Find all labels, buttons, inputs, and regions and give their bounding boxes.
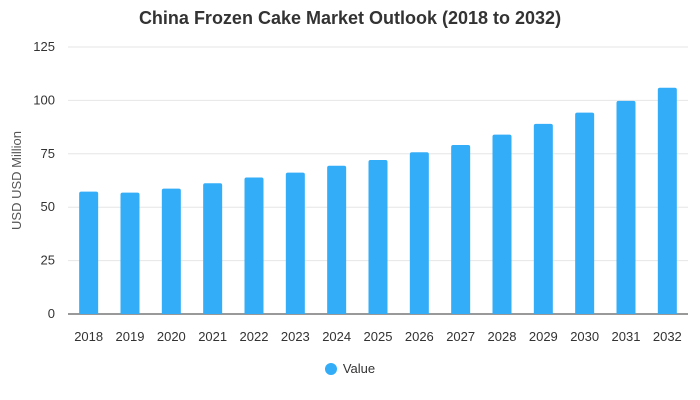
y-tick-label: 0 — [48, 306, 55, 321]
x-tick-label: 2026 — [405, 329, 434, 344]
bar-2031 — [616, 100, 636, 314]
legend: Value — [0, 361, 700, 376]
y-tick-label: 50 — [41, 199, 55, 214]
bar-2030 — [575, 112, 595, 315]
bar-2019 — [120, 192, 140, 314]
bar-2032 — [657, 87, 677, 314]
x-tick-label: 2031 — [612, 329, 641, 344]
bar-2022 — [244, 177, 264, 314]
x-tick-label: 2027 — [446, 329, 475, 344]
y-axis-ticks: 0 25 50 75 100 125 — [33, 39, 55, 321]
bar-2027 — [451, 145, 471, 314]
x-tick-label: 2023 — [281, 329, 310, 344]
bar-2023 — [285, 172, 305, 314]
x-tick-label: 2025 — [364, 329, 393, 344]
x-tick-label: 2021 — [198, 329, 227, 344]
x-tick-label: 2032 — [653, 329, 682, 344]
bar-2021 — [203, 183, 223, 314]
x-tick-label: 2030 — [570, 329, 599, 344]
x-axis-ticks: 2018 2019 2020 2021 2022 2023 2024 2025 2026 2027… — [74, 329, 682, 344]
y-tick-label: 75 — [41, 146, 55, 161]
bar-2026 — [409, 152, 429, 314]
x-tick-label: 2028 — [488, 329, 517, 344]
bars — [79, 87, 677, 315]
x-tick-label: 2029 — [529, 329, 558, 344]
bar-2029 — [533, 123, 553, 315]
x-tick-label: 2022 — [240, 329, 269, 344]
x-tick-label: 2019 — [116, 329, 145, 344]
x-tick-label: 2024 — [322, 329, 351, 344]
bar-2025 — [368, 159, 388, 314]
bar-2024 — [327, 165, 347, 314]
y-tick-label: 100 — [33, 92, 55, 107]
legend-label-value: Value — [342, 361, 376, 376]
legend-swatch-value — [324, 362, 337, 375]
y-axis-title: USD USD Million — [9, 131, 24, 230]
bar-2018 — [79, 191, 99, 314]
bar-2028 — [492, 134, 512, 314]
bar-2020 — [161, 188, 181, 314]
x-tick-label: 2020 — [157, 329, 186, 344]
y-tick-label: 125 — [33, 39, 55, 54]
chart-title: China Frozen Cake Market Outlook (2018 t… — [138, 8, 562, 28]
y-tick-label: 25 — [41, 253, 55, 268]
x-tick-label: 2018 — [74, 329, 103, 344]
